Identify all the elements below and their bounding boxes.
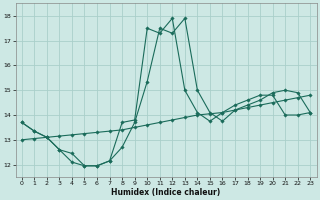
X-axis label: Humidex (Indice chaleur): Humidex (Indice chaleur) (111, 188, 221, 197)
